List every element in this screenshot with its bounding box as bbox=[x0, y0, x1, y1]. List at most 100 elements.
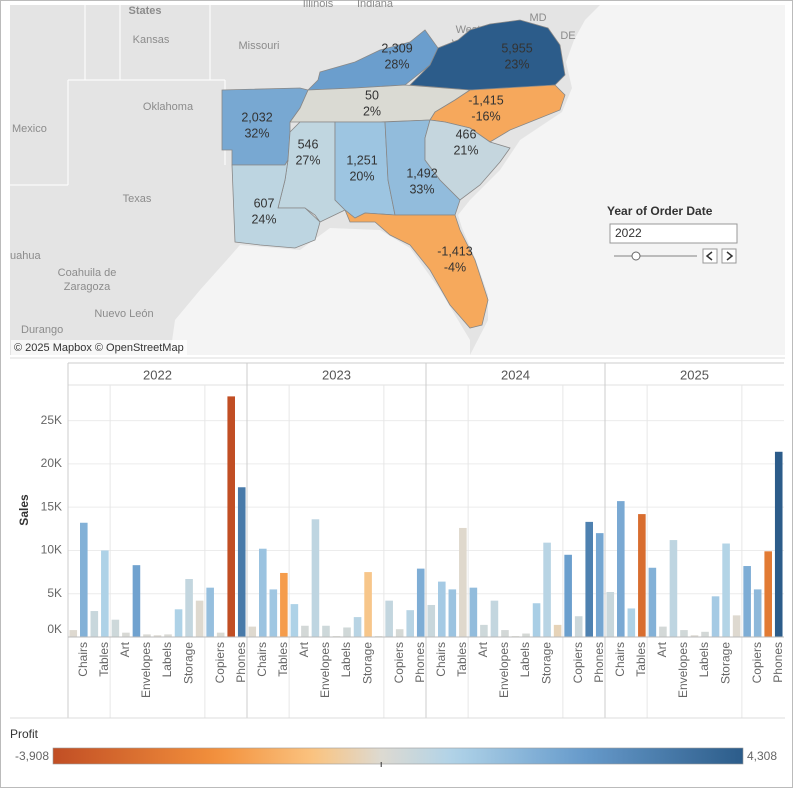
state-ratio-label: 2% bbox=[363, 104, 381, 118]
y-axis-title: Sales bbox=[17, 494, 31, 526]
x-tick-label: Envelopes bbox=[497, 642, 511, 698]
bar bbox=[143, 634, 151, 637]
bar bbox=[543, 542, 551, 637]
bar bbox=[585, 521, 593, 637]
y-tick-label: 5K bbox=[47, 586, 62, 600]
bar bbox=[722, 543, 730, 637]
place-label: Texas bbox=[123, 193, 152, 205]
state bbox=[344, 209, 489, 329]
place-label: Kansas bbox=[133, 34, 170, 46]
place-label: States bbox=[128, 5, 161, 17]
bar bbox=[206, 587, 214, 637]
place-label: Coahuila de bbox=[58, 267, 117, 279]
place-label: Missouri bbox=[239, 40, 280, 52]
x-tick-label: Labels bbox=[160, 642, 174, 677]
bar bbox=[532, 603, 541, 637]
x-tick-label: Tables bbox=[97, 642, 111, 677]
bar bbox=[753, 589, 762, 637]
bar bbox=[174, 609, 183, 637]
bar bbox=[90, 611, 99, 637]
x-tick-label: Labels bbox=[339, 642, 353, 677]
state-profit-label: 2,032 bbox=[241, 110, 272, 124]
state bbox=[231, 159, 321, 249]
bar-chart: 0K 5K 10K 15K 20K 25K Sales 2022 Chairs Tables Art… bbox=[10, 362, 785, 719]
year-header: 2024 bbox=[501, 367, 530, 382]
x-tick-label: Envelopes bbox=[318, 642, 332, 698]
next-button[interactable] bbox=[721, 248, 737, 264]
bar bbox=[248, 626, 257, 637]
filter-box[interactable] bbox=[609, 223, 738, 244]
bar bbox=[416, 568, 425, 637]
next-icon bbox=[726, 251, 734, 261]
bar bbox=[343, 627, 351, 637]
x-tick-label: Copiers bbox=[213, 642, 227, 683]
place-label: DE bbox=[560, 30, 575, 42]
bar bbox=[669, 540, 678, 637]
bar bbox=[595, 533, 604, 637]
legend-bar bbox=[52, 747, 744, 765]
year-header: 2022 bbox=[143, 367, 172, 382]
bar bbox=[522, 633, 530, 637]
state-profit-label: 1,492 bbox=[406, 166, 437, 180]
prev-button[interactable] bbox=[702, 248, 718, 264]
bar bbox=[101, 550, 109, 637]
ocean bbox=[458, 5, 785, 355]
prev-icon bbox=[705, 251, 713, 261]
slider-thumb[interactable] bbox=[631, 251, 641, 261]
x-tick-label: Phones bbox=[413, 642, 427, 683]
state-profit-label: 50 bbox=[365, 88, 379, 102]
state bbox=[424, 119, 511, 201]
state-ratio-label: 33% bbox=[409, 182, 434, 196]
bar bbox=[480, 624, 488, 637]
x-tick-label: Storage bbox=[181, 642, 195, 684]
x-tick-label: Storage bbox=[718, 642, 732, 684]
filter-title: Year of Order Date bbox=[607, 204, 713, 218]
bar bbox=[111, 619, 120, 637]
bar bbox=[406, 610, 414, 637]
year-header: 2025 bbox=[680, 367, 709, 382]
bar bbox=[269, 589, 278, 637]
bar bbox=[553, 624, 562, 637]
place-label: uahua bbox=[10, 250, 41, 262]
bar bbox=[564, 554, 572, 637]
y-tick-label: 25K bbox=[41, 413, 62, 427]
y-tick-label: 0K bbox=[47, 622, 62, 636]
x-tick-label: Chairs bbox=[434, 642, 448, 677]
gulf bbox=[170, 228, 470, 355]
y-tick-label: 15K bbox=[41, 499, 62, 513]
x-tick-label: Envelopes bbox=[139, 642, 153, 698]
bar bbox=[701, 631, 709, 637]
place-label: Illinois bbox=[303, 0, 334, 10]
x-tick-label: Copiers bbox=[392, 642, 406, 683]
bar bbox=[617, 501, 625, 637]
state-ratio-label: 21% bbox=[453, 143, 478, 157]
bar bbox=[322, 625, 330, 637]
bar bbox=[122, 632, 130, 637]
x-tick-label: Tables bbox=[634, 642, 648, 677]
bar bbox=[574, 616, 583, 637]
x-tick-label: Labels bbox=[697, 642, 711, 677]
bar bbox=[501, 630, 509, 637]
x-tick-label: Art bbox=[118, 641, 132, 657]
state-profit-label: 2,309 bbox=[381, 41, 412, 55]
bar bbox=[69, 630, 78, 637]
bar bbox=[438, 581, 446, 637]
x-tick-label: Storage bbox=[539, 642, 553, 684]
bar bbox=[132, 565, 141, 637]
bar bbox=[606, 591, 615, 637]
state-ratio-label: 28% bbox=[384, 57, 409, 71]
bar bbox=[259, 548, 267, 637]
bar bbox=[164, 634, 172, 637]
place-label: Durango bbox=[21, 324, 63, 336]
legend-max-label: 4,308 bbox=[747, 749, 777, 763]
bar bbox=[711, 596, 720, 637]
x-tick-label: Phones bbox=[234, 642, 248, 683]
bar bbox=[237, 487, 246, 637]
state-profit-label: 1,251 bbox=[346, 153, 377, 167]
state-profit-label: 466 bbox=[456, 127, 477, 141]
x-tick-label: Envelopes bbox=[676, 642, 690, 698]
bar bbox=[227, 396, 235, 637]
state-ratio-label: 27% bbox=[295, 153, 320, 167]
